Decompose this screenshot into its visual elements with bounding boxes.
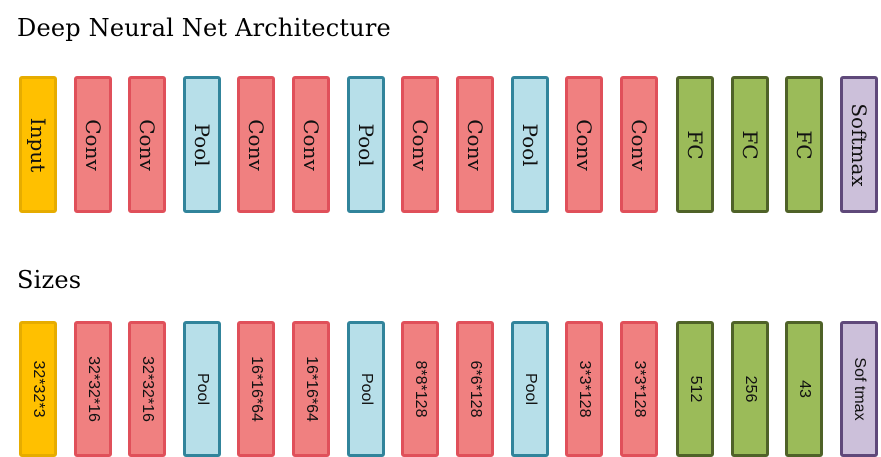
size-label: 3*3*128 [631, 360, 648, 418]
layer-label: Conv [463, 118, 487, 171]
size-block-conv: 16*16*64 [292, 321, 330, 457]
layer-label: FC [683, 129, 707, 160]
size-block-softmax: Sof tmax [840, 321, 878, 457]
layer-block-fc: FC [676, 76, 714, 213]
sizes-heading: Sizes [17, 266, 82, 294]
size-block-pool: Pool [183, 321, 221, 457]
size-block-fc: 43 [785, 321, 823, 457]
layer-block-conv: Conv [237, 76, 275, 213]
layer-block-conv: Conv [128, 76, 166, 213]
size-block-pool: Pool [347, 321, 385, 457]
size-label: Sof tmax [851, 357, 868, 421]
layer-block-pool: Pool [183, 76, 221, 213]
diagram-title: Deep Neural Net Architecture [17, 14, 391, 42]
size-label: 43 [796, 380, 813, 398]
architecture-row: Input Conv Conv Pool Conv Conv Pool Conv… [0, 76, 881, 213]
size-block-input: 32*32*3 [19, 321, 57, 457]
layer-block-fc: FC [731, 76, 769, 213]
size-label: 3*3*128 [576, 360, 593, 418]
layer-label: Conv [135, 118, 159, 171]
size-block-conv: 8*8*128 [401, 321, 439, 457]
layer-block-conv: Conv [74, 76, 112, 213]
size-label: Pool [358, 372, 375, 406]
layer-block-pool: Pool [347, 76, 385, 213]
sizes-row: 32*32*3 32*32*16 32*32*16 Pool 16*16*64 … [0, 321, 881, 457]
size-label: 16*16*64 [303, 356, 320, 422]
size-block-conv: 3*3*128 [565, 321, 603, 457]
layer-label: FC [792, 129, 816, 160]
size-label: 16*16*64 [248, 356, 265, 422]
layer-block-pool: Pool [511, 76, 549, 213]
size-label: 6*6*128 [467, 360, 484, 418]
layer-block-conv: Conv [565, 76, 603, 213]
layer-block-softmax: Softmax [840, 76, 878, 213]
size-block-fc: 256 [731, 321, 769, 457]
layer-label: Conv [81, 118, 105, 171]
layer-block-input: Input [19, 76, 57, 213]
layer-block-fc: FC [785, 76, 823, 213]
size-block-conv: 32*32*16 [74, 321, 112, 457]
size-block-fc: 512 [676, 321, 714, 457]
layer-label: Conv [627, 118, 651, 171]
size-block-conv: 32*32*16 [128, 321, 166, 457]
size-block-pool: Pool [511, 321, 549, 457]
layer-label: Conv [572, 118, 596, 171]
layer-label: Input [26, 117, 50, 172]
size-label: 256 [742, 375, 759, 403]
layer-label: Conv [299, 118, 323, 171]
layer-block-conv: Conv [401, 76, 439, 213]
layer-block-conv: Conv [292, 76, 330, 213]
layer-label: Softmax [847, 102, 871, 187]
size-label: 512 [687, 375, 704, 403]
layer-label: Pool [190, 122, 214, 167]
layer-label: Conv [408, 118, 432, 171]
size-label: Pool [194, 372, 211, 406]
size-block-conv: 3*3*128 [620, 321, 658, 457]
size-label: 32*32*16 [85, 356, 102, 422]
size-label: 32*32*3 [30, 360, 47, 418]
layer-label: Pool [354, 122, 378, 167]
size-label: Pool [522, 372, 539, 406]
layer-block-conv: Conv [456, 76, 494, 213]
size-block-conv: 6*6*128 [456, 321, 494, 457]
size-label: 32*32*16 [139, 356, 156, 422]
size-block-conv: 16*16*64 [237, 321, 275, 457]
layer-label: Conv [244, 118, 268, 171]
layer-label: FC [738, 129, 762, 160]
layer-block-conv: Conv [620, 76, 658, 213]
layer-label: Pool [518, 122, 542, 167]
size-label: 8*8*128 [412, 360, 429, 418]
